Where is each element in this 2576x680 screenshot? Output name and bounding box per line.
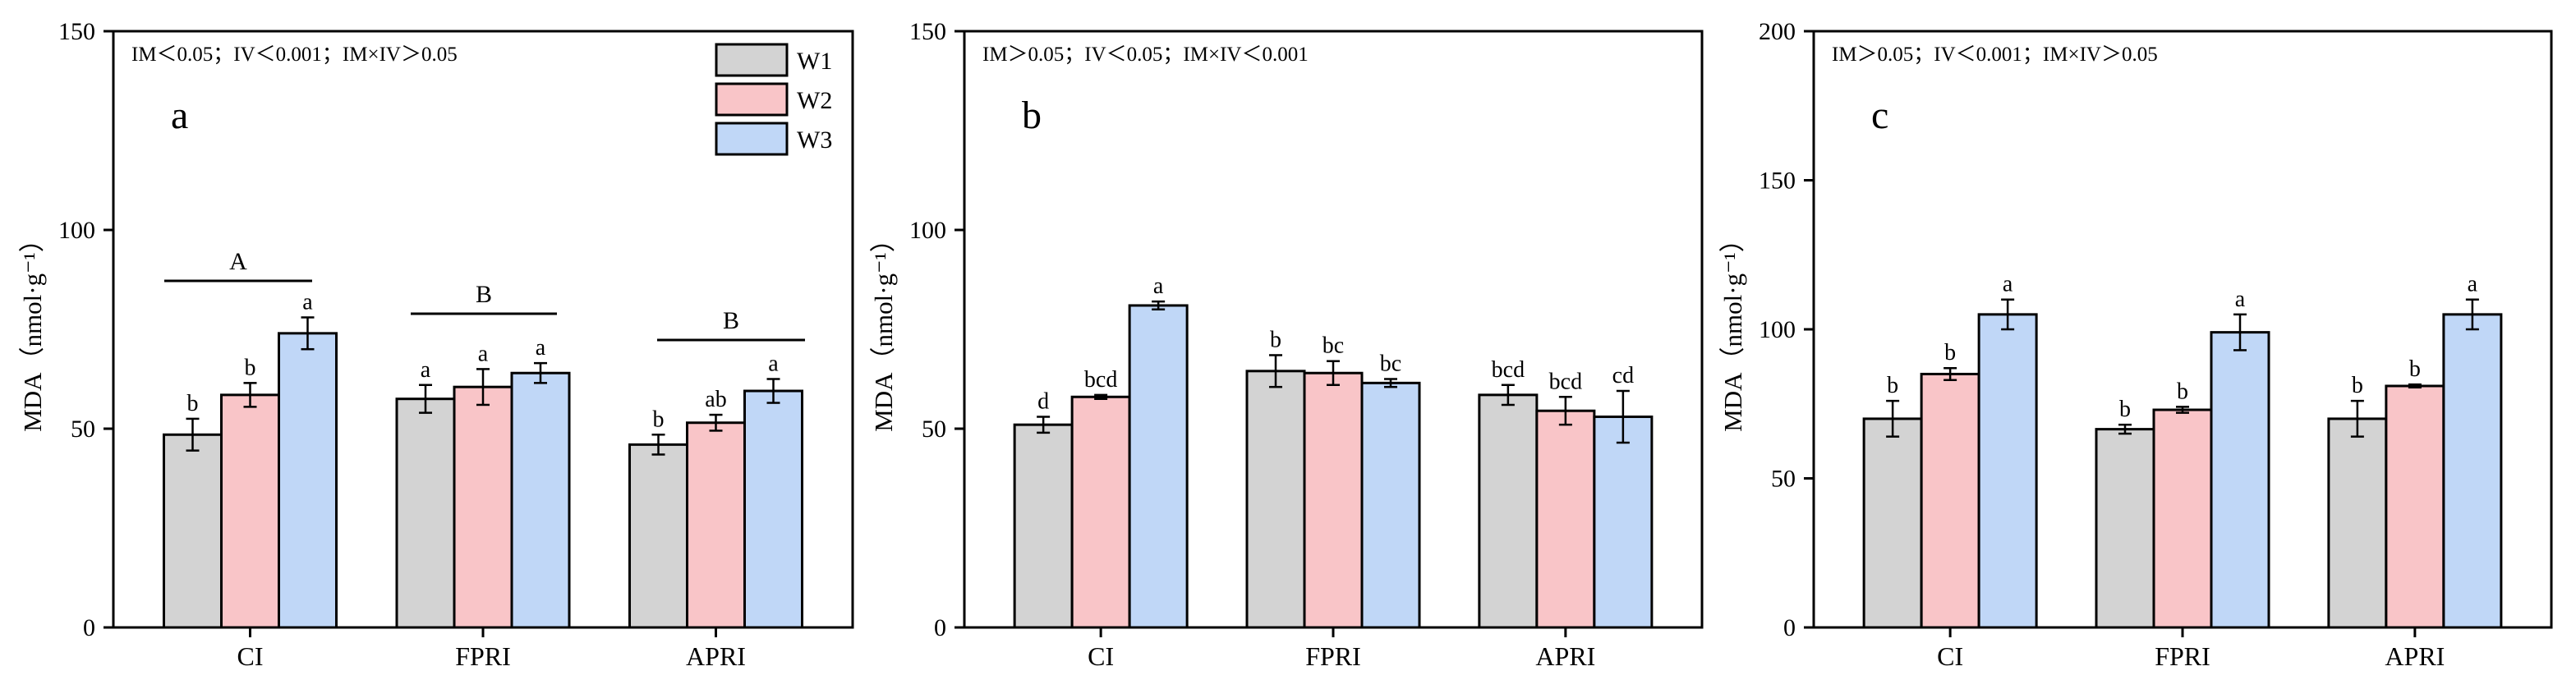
panel-a-group-letter: A: [229, 248, 247, 275]
panel-a-significance-letter: a: [302, 289, 313, 315]
panel-b-x-tick-label: CI: [1088, 641, 1114, 671]
panel-c-significance-letter: a: [2003, 272, 2013, 297]
panel-c-bar-W2-FPRI: [2152, 408, 2213, 629]
panel-b-bar-W1-FPRI: [1245, 370, 1306, 629]
panel-b-bar-W3-APRI: [1593, 415, 1654, 629]
panel-a-bar-W3-FPRI: [510, 371, 571, 629]
panel-a-significance-letter: a: [421, 357, 431, 383]
legend-swatch-W3: [715, 122, 789, 156]
panel-c-significance-letter: b: [2177, 379, 2188, 404]
panel-b-significance-letter: b: [1270, 327, 1281, 352]
panel-a-significance-letter: b: [187, 391, 199, 416]
panel-b-bar-W3-CI: [1128, 304, 1189, 629]
panel-a-bar-W3-CI: [278, 332, 338, 629]
panel-c-bar-W1-CI: [1862, 417, 1923, 629]
panel-a-y-tick-label: 100: [58, 217, 95, 244]
panel-b-significance-letter: bc: [1322, 333, 1344, 359]
panel-b-significance-letter: bcd: [1492, 357, 1525, 383]
panel-b-significance-letter: bcd: [1084, 367, 1117, 393]
panel-b-y-tick-label: 150: [909, 18, 946, 45]
legend-swatch-W2: [715, 82, 789, 117]
panel-c-significance-letter: b: [1887, 373, 1898, 398]
panel-c-significance-letter: a: [2468, 272, 2478, 297]
panel-c-y-tick-label: 50: [1771, 466, 1796, 493]
panel-a-bar-W2-APRI: [686, 421, 746, 629]
panel-b-bar-W2-CI: [1070, 395, 1131, 629]
panel-b-significance-letter: bcd: [1549, 369, 1582, 394]
panel-b-bar-W2-APRI: [1535, 409, 1596, 629]
panel-b-y-tick-label: 100: [909, 217, 946, 244]
panel-c-y-tick-label: 100: [1759, 316, 1796, 343]
panel-a-bar-W3-APRI: [743, 389, 803, 629]
panel-a-bar-W1-CI: [163, 433, 223, 629]
panel-a-group-letter: B: [723, 307, 739, 334]
panel-c-y-tick-label: 200: [1759, 18, 1796, 45]
panel-c-y-axis-label: MDA（nmol·g⁻¹）: [1718, 227, 1747, 432]
panel-a-label: a: [171, 94, 188, 137]
panel-c-x-tick-label: APRI: [2385, 641, 2445, 671]
panel-c-x-tick-label: FPRI: [2155, 641, 2210, 671]
panel-b-bar-W3-FPRI: [1360, 381, 1421, 629]
panel-b-significance-letter: a: [1153, 273, 1164, 299]
panel-a-x-tick-label: APRI: [686, 641, 746, 671]
panel-c-bar-W2-CI: [1920, 372, 1980, 629]
legend-swatch-W1: [715, 43, 789, 77]
panel-c-y-tick-label: 150: [1759, 168, 1796, 195]
panel-b-x-tick-label: APRI: [1535, 641, 1595, 671]
panel-c-y-tick-label: 0: [1783, 614, 1796, 641]
panel-a-significance-letter: ab: [705, 387, 726, 412]
panel-c-bar-W1-FPRI: [2095, 428, 2155, 629]
panel-b-y-axis-label: MDA（nmol·g⁻¹）: [869, 227, 898, 432]
panel-b-y-tick-label: 50: [922, 416, 946, 443]
panel-a-y-tick-label: 50: [71, 416, 95, 443]
panel-b-bar-W1-APRI: [1478, 393, 1539, 629]
panel-b-bar-W2-FPRI: [1303, 371, 1364, 629]
legend-label-W3: W3: [797, 126, 832, 154]
panel-c-significance-letter: b: [1944, 340, 1956, 365]
panel-c-significance-letter: b: [2119, 397, 2131, 422]
panel-c-label: c: [1871, 94, 1888, 137]
panel-c-significance-letter: b: [2409, 356, 2421, 382]
panel-a-y-axis-label: MDA（nmol·g⁻¹）: [18, 227, 47, 432]
panel-a-x-tick-label: FPRI: [455, 641, 511, 671]
panel-a-significance-letter: a: [536, 335, 546, 361]
panel-a-bar-W2-FPRI: [453, 385, 513, 629]
panel-c-bar-W3-CI: [1977, 313, 2038, 629]
panel-a-group-letter: B: [476, 281, 492, 308]
panel-c-bar-W3-FPRI: [2210, 331, 2270, 629]
panel-c-bar-W2-APRI: [2385, 384, 2445, 629]
panel-c-x-tick-label: CI: [1937, 641, 1963, 671]
panel-b-annotation: IM＞0.05；IV＜0.05；IM×IV＜0.001: [982, 44, 1309, 66]
panel-b-bar-W1-CI: [1013, 423, 1074, 629]
panel-c-annotation: IM＞0.05；IV＜0.001；IM×IV＞0.05: [1832, 44, 2158, 66]
legend-label-W2: W2: [797, 87, 832, 114]
panel-a-significance-letter: a: [478, 341, 489, 366]
panel-a-significance-letter: b: [245, 355, 256, 380]
panel-c-bar-W1-APRI: [2327, 417, 2388, 629]
legend-label-W1: W1: [797, 48, 832, 75]
panel-b-significance-letter: cd: [1612, 363, 1634, 388]
panel-c-significance-letter: b: [2352, 373, 2363, 398]
panel-c-significance-letter: a: [2235, 287, 2246, 312]
panel-a-significance-letter: a: [768, 351, 779, 377]
panel-b-significance-letter: bc: [1380, 351, 1401, 377]
panel-a-x-tick-label: CI: [237, 641, 264, 671]
panel-a-y-tick-label: 0: [83, 614, 95, 641]
panel-b-y-tick-label: 0: [934, 614, 946, 641]
panel-a-significance-letter: b: [653, 407, 665, 432]
panel-a-bar-W1-FPRI: [395, 397, 456, 629]
panel-a-bar-W1-APRI: [628, 443, 688, 629]
panel-b-significance-letter: d: [1037, 388, 1049, 414]
panel-a-bar-W2-CI: [220, 393, 280, 629]
panel-c-bar-W3-APRI: [2442, 313, 2503, 629]
panel-a-annotation: IM＜0.05；IV＜0.001；IM×IV＞0.05: [131, 44, 458, 66]
panel-a-y-tick-label: 150: [58, 18, 95, 45]
panel-b-label: b: [1022, 94, 1042, 137]
panel-b-x-tick-label: FPRI: [1305, 641, 1361, 671]
